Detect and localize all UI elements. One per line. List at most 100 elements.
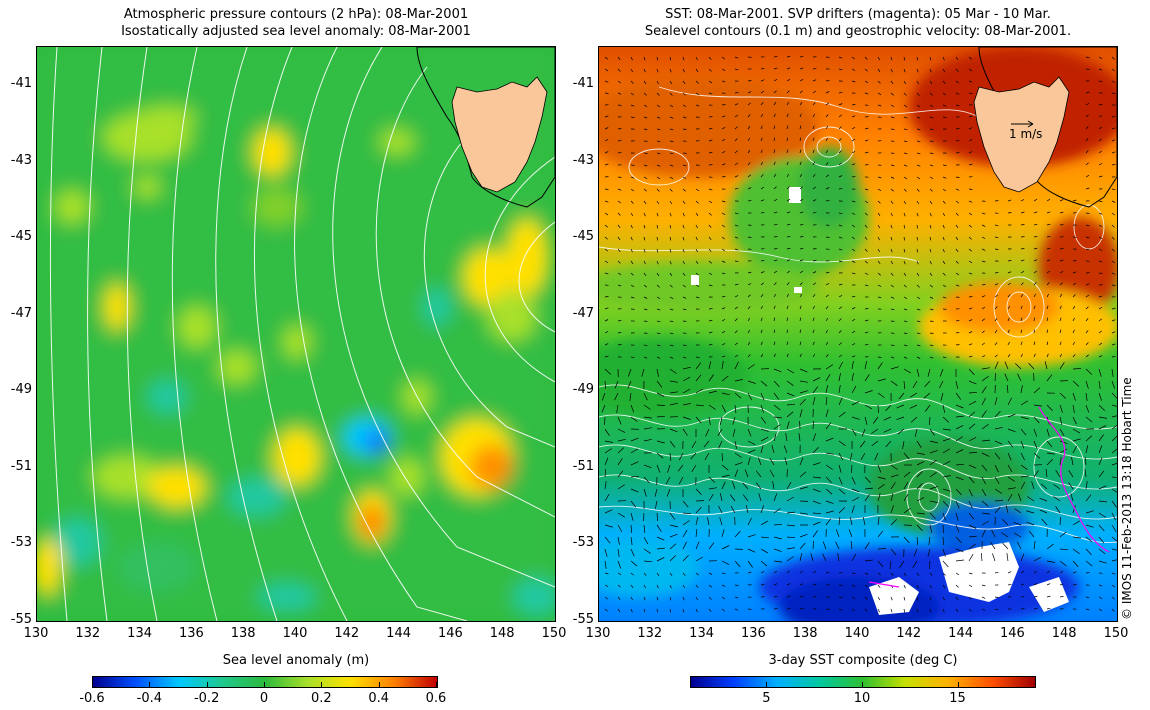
- velocity-vector: [1098, 404, 1105, 411]
- velocity-vector: [812, 174, 816, 178]
- left-colorbar-tick-label: 0.4: [368, 691, 389, 706]
- velocity-vector: [1098, 330, 1103, 334]
- velocity-vector: [682, 212, 685, 217]
- velocity-vector: [968, 391, 978, 394]
- velocity-vector: [708, 476, 716, 483]
- velocity-vector: [812, 125, 815, 130]
- velocity-vector: [1111, 248, 1115, 252]
- velocity-vector: [799, 113, 802, 118]
- velocity-vector: [773, 161, 776, 166]
- velocity-vector: [708, 572, 713, 575]
- velocity-vector: [614, 392, 619, 401]
- velocity-vector: [851, 361, 854, 370]
- velocity-vector: [755, 482, 762, 490]
- velocity-vector: [916, 80, 920, 85]
- velocity-vector: [864, 390, 873, 394]
- velocity-vector: [942, 475, 951, 478]
- velocity-vector: [773, 353, 776, 358]
- velocity-vector: [708, 319, 713, 322]
- velocity-vector: [604, 80, 609, 83]
- velocity-vector: [838, 91, 843, 94]
- velocity-vector: [1007, 353, 1011, 358]
- left-colorbar-tick-label: 0.6: [425, 691, 447, 706]
- velocity-vector: [942, 272, 946, 276]
- velocity-vector: [968, 368, 975, 376]
- velocity-vector: [1098, 512, 1106, 518]
- velocity-vector: [695, 56, 698, 61]
- velocity-vector: [734, 248, 739, 251]
- velocity-vector: [838, 68, 843, 71]
- velocity-vector: [786, 411, 794, 418]
- velocity-vector: [643, 512, 645, 522]
- velocity-vector: [851, 596, 856, 600]
- velocity-vector: [942, 164, 947, 166]
- velocity-vector: [760, 211, 765, 214]
- velocity-scale-arrow: [1011, 120, 1034, 128]
- velocity-vector: [955, 260, 959, 264]
- velocity-vector: [877, 212, 881, 217]
- velocity-vector: [799, 409, 803, 418]
- velocity-vector: [862, 517, 866, 526]
- velocity-vector: [1059, 362, 1065, 370]
- velocity-vector: [903, 572, 907, 577]
- velocity-vector: [682, 188, 686, 192]
- velocity-vector: [851, 138, 856, 142]
- velocity-vector: [760, 174, 764, 178]
- velocity-vector: [981, 476, 986, 485]
- velocity-vector: [890, 482, 896, 490]
- velocity-vector: [630, 92, 635, 96]
- velocity-vector: [708, 542, 715, 550]
- right-colorbar-tick-label: 15: [949, 691, 966, 706]
- velocity-vector: [812, 433, 817, 442]
- velocity-vector: [861, 428, 866, 437]
- velocity-vector: [643, 236, 646, 241]
- velocity-vector: [1033, 428, 1038, 437]
- right-lon-label: 150: [1103, 626, 1129, 641]
- velocity-vector: [851, 355, 856, 358]
- velocity-vector: [786, 270, 791, 274]
- velocity-vector: [721, 529, 725, 538]
- velocity-vector: [1098, 150, 1103, 154]
- velocity-vector: [682, 356, 687, 359]
- velocity-vector: [630, 212, 634, 217]
- velocity-vector: [994, 294, 999, 298]
- velocity-vector: [851, 584, 856, 587]
- velocity-vector: [784, 457, 788, 466]
- velocity-vector: [786, 198, 791, 202]
- velocity-vector: [1085, 481, 1088, 490]
- velocity-vector: [968, 543, 976, 550]
- velocity-vector: [604, 200, 609, 203]
- velocity-vector: [799, 78, 804, 82]
- velocity-vector: [812, 420, 814, 430]
- velocity-vector: [641, 368, 645, 377]
- velocity-vector: [851, 56, 856, 60]
- velocity-vector: [1072, 282, 1077, 286]
- velocity-vector: [760, 305, 763, 310]
- velocity-vector: [682, 344, 687, 346]
- velocity-vector: [1013, 532, 1022, 538]
- velocity-vector: [1033, 305, 1036, 310]
- velocity-vector: [682, 529, 688, 538]
- velocity-vector: [1111, 80, 1116, 83]
- velocity-vector: [643, 152, 648, 154]
- velocity-vector: [799, 317, 802, 322]
- velocity-vector: [955, 572, 960, 576]
- velocity-vector: [604, 481, 607, 490]
- velocity-vector: [916, 308, 921, 311]
- velocity-vector: [1059, 531, 1067, 538]
- velocity-vector: [734, 608, 739, 611]
- velocity-vector: [1111, 356, 1116, 358]
- velocity-vector: [968, 452, 978, 454]
- velocity-vector: [1098, 306, 1103, 310]
- velocity-vector: [1007, 571, 1012, 574]
- velocity-vector: [955, 415, 964, 418]
- velocity-vector: [747, 317, 751, 322]
- velocity-vector: [695, 388, 704, 394]
- velocity-vector: [942, 512, 946, 521]
- velocity-vector: [760, 271, 765, 274]
- velocity-vector: [656, 440, 665, 444]
- left-lon-label: 132: [75, 626, 101, 641]
- velocity-vector: [617, 260, 621, 264]
- velocity-vector: [643, 212, 646, 217]
- velocity-vector: [1111, 368, 1114, 377]
